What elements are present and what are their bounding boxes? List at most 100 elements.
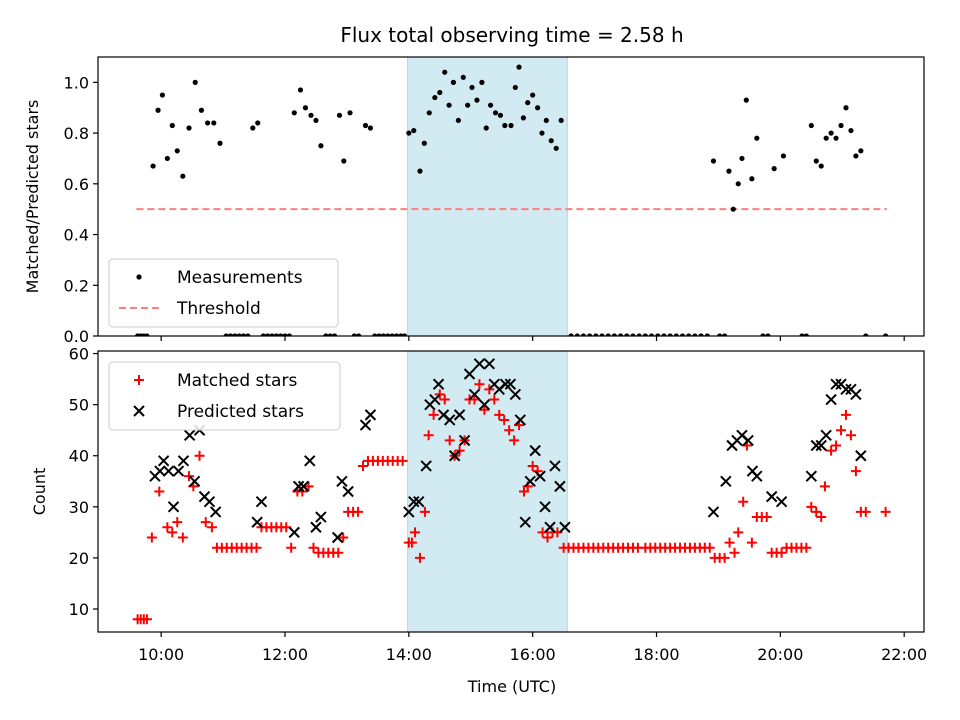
measurement-point — [611, 333, 618, 336]
matched-stars-point — [761, 512, 772, 523]
predicted-stars-point — [403, 506, 415, 518]
predicted-stars-point — [209, 506, 222, 518]
predicted-stars-point — [478, 398, 491, 411]
matched-stars-point — [836, 425, 847, 436]
measurement-point — [286, 333, 292, 336]
predicted-stars-point — [453, 409, 466, 421]
measurement-point — [347, 110, 353, 116]
x-axis-label: Time (UTC) — [467, 677, 556, 696]
matched-stars-point — [826, 445, 837, 456]
measurement-point — [356, 333, 362, 336]
measurement-point — [255, 120, 261, 126]
measurement-point — [380, 333, 387, 336]
measurement-point — [828, 130, 834, 136]
measurement-point — [446, 102, 452, 108]
measurement-point — [743, 97, 749, 103]
measurement-point — [883, 333, 889, 336]
matched-stars-point — [469, 394, 480, 405]
matched-stars-point — [397, 455, 408, 466]
matched-stars-point — [776, 547, 787, 558]
chart-title: Flux total observing time = 2.58 h — [340, 23, 683, 47]
predicted-stars-point — [765, 490, 778, 503]
measurement-point — [297, 87, 304, 93]
top-y-tick-label: 0.8 — [64, 124, 89, 143]
matched-stars-point — [167, 527, 178, 538]
measurement-point — [169, 122, 175, 129]
measurement-point — [543, 117, 549, 124]
measurement-point — [838, 122, 844, 129]
measurement-point — [227, 333, 234, 336]
matched-stars-point — [162, 522, 173, 533]
matched-stars-point — [338, 532, 349, 543]
measurement-point — [863, 333, 869, 336]
top-panel: 0.0 0.2 0.4 0.6 0.8 1.0 Matched/Predicted star… — [23, 56, 925, 346]
predicted-stars-point — [529, 444, 541, 457]
measurement-point — [240, 333, 247, 336]
matched-stars-point — [509, 435, 520, 446]
matched-stars-point — [831, 440, 842, 451]
predicted-stars-point — [810, 439, 822, 452]
predicted-stars-point — [519, 516, 531, 528]
predicted-stars-point — [315, 511, 327, 523]
predicted-stars-point — [742, 434, 754, 447]
matched-stars-point — [434, 389, 445, 400]
predicted-stars-point — [554, 480, 566, 493]
predicted-stars-point — [458, 434, 471, 447]
measurement-point — [717, 333, 723, 336]
measurement-point — [704, 333, 710, 336]
legend-swatch-measurements — [136, 274, 142, 280]
measurement-point — [479, 79, 485, 85]
predicted-stars-point — [514, 414, 526, 426]
measurement-point — [823, 135, 829, 141]
predicted-stars-point — [499, 378, 512, 390]
predicted-stars-point — [177, 455, 190, 467]
bottom-series-0 — [132, 379, 891, 625]
measurement-point — [265, 333, 271, 336]
bottom-legend: Matched stars Predicted stars — [108, 361, 341, 431]
measurement-point — [406, 130, 412, 136]
measurement-point — [217, 140, 223, 146]
top-legend-box — [108, 258, 339, 328]
measurement-point — [393, 333, 400, 336]
measurement-point — [535, 105, 541, 111]
predicted-stars-point — [534, 470, 546, 482]
measurement-point — [502, 122, 508, 129]
matched-stars-point — [816, 512, 827, 523]
predicted-stars-point — [183, 429, 196, 442]
top-y-tick-label: 0.4 — [64, 226, 89, 245]
measurement-point — [174, 148, 180, 154]
matched-stars-point — [194, 450, 205, 461]
predicted-stars-point — [549, 460, 561, 472]
x-tick-label: 14:00 — [386, 645, 432, 664]
predicted-stars-point — [468, 388, 481, 401]
measurement-point — [617, 333, 624, 336]
measurement-point — [853, 153, 859, 159]
x-tick-label: 16:00 — [510, 645, 556, 664]
predicted-stars-point — [720, 475, 732, 487]
measurement-point — [525, 100, 531, 106]
measurement-point — [323, 333, 329, 336]
predicted-stars-point — [162, 465, 175, 477]
measurement-point — [692, 333, 698, 336]
top-y-tick-label: 0.2 — [64, 276, 89, 295]
predicted-stars-point — [825, 393, 837, 406]
measurement-point — [735, 181, 741, 187]
matched-stars-point — [333, 547, 344, 558]
matched-stars-point — [154, 486, 165, 497]
top-axes-frame — [97, 56, 925, 337]
top-plot-area — [135, 64, 889, 336]
measurement-point — [474, 97, 480, 103]
measurement-point — [679, 333, 686, 336]
measurement-point — [624, 333, 630, 336]
measurement-point — [730, 206, 736, 212]
matched-stars-point — [819, 481, 830, 492]
measurement-point — [351, 333, 357, 336]
measurement-point — [204, 120, 211, 126]
matched-stars-point — [428, 409, 439, 420]
measurement-point — [508, 122, 514, 129]
matched-stars-point — [504, 425, 515, 436]
matched-stars-point — [746, 537, 757, 548]
predicted-stars-point — [429, 393, 441, 406]
predicted-stars-point — [413, 496, 425, 508]
matched-stars-point — [527, 460, 538, 471]
